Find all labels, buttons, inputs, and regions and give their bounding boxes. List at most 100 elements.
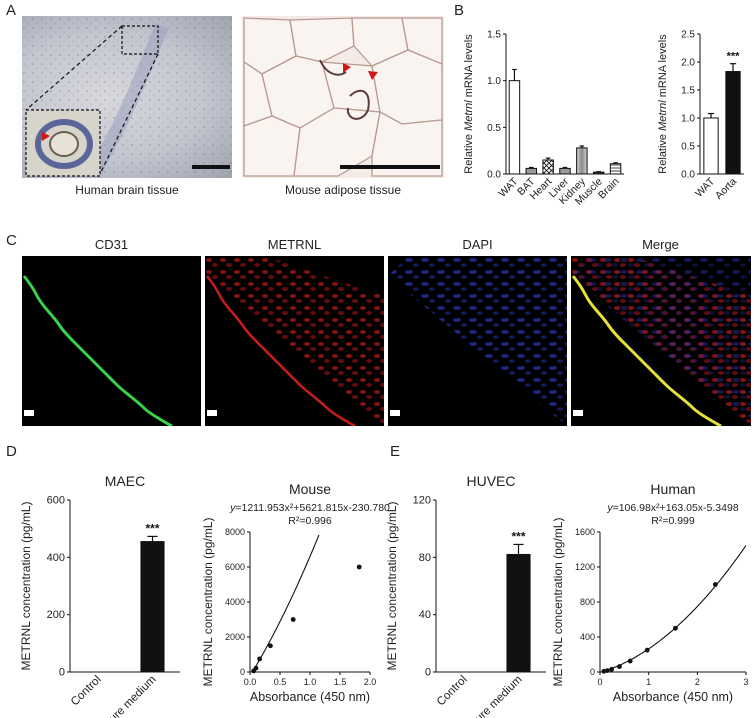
image-cd31 [22, 256, 201, 426]
fit-equation: y=1211.953x²+5621.815x-230.780 [229, 502, 390, 514]
y-axis-label: METRNL concentration (pg/mL) [385, 502, 399, 671]
bar [703, 117, 719, 175]
r-squared: R²=0.996 [288, 515, 332, 527]
y-tick-label: 1.0 [487, 76, 501, 87]
data-point [253, 665, 259, 671]
adipose-texture [243, 17, 443, 177]
human-brain-micrograph [22, 16, 232, 178]
bar [576, 147, 588, 175]
data-point [627, 658, 633, 664]
category-label: WAT [693, 175, 718, 200]
bar [525, 167, 538, 175]
chart-e-curve: 0 400 800 1200 1600 0 1 2 3 Human y=106.98x²+163.0… [551, 481, 749, 704]
data-point [257, 656, 262, 662]
image-merge [571, 256, 751, 426]
fit-curve [252, 534, 320, 672]
x-tick-label: 2.0 [364, 677, 377, 687]
label-metrnl: METRNL [267, 237, 322, 252]
panel-letter-c: C [6, 232, 17, 249]
chart-b-right: 0.0 0.5 1.0 1.5 2.0 2.5 WAT *** Aorta Relative Me… [657, 30, 744, 202]
y-tick-label: 40 [419, 609, 431, 621]
y-tick-label: 8000 [225, 527, 245, 537]
label-merge: Merge [642, 237, 679, 252]
brain-texture [22, 16, 232, 178]
y-tick-label: 1200 [575, 562, 595, 572]
y-tick-label: 400 [580, 632, 595, 642]
x-tick-label: 0.5 [274, 677, 287, 687]
x-tick-label: 1.0 [304, 677, 317, 687]
bar [592, 171, 605, 175]
y-axis-label: METRNL concentration (pg/mL) [551, 518, 565, 687]
y-tick-label: 1.5 [681, 86, 695, 97]
x-tick-label: 0.0 [244, 677, 257, 687]
bar [506, 553, 531, 673]
image-dapi [388, 256, 567, 426]
y-tick-label: 6000 [225, 562, 245, 572]
y-tick-label: 80 [419, 552, 431, 564]
y-tick-label: 1.0 [681, 114, 695, 125]
chart-d-curve: 0 2000 4000 6000 8000 0.0 0.5 1.0 1.5 2.0 Mouse y=1… [201, 481, 390, 704]
y-tick-label: 0 [59, 667, 65, 679]
bar [559, 167, 571, 175]
fit-equation: y=106.98x²+163.05x-5.3498 [606, 502, 739, 514]
y-tick-label: 600 [47, 495, 65, 507]
category-label: Culture medium [93, 674, 159, 718]
y-axis-label: METRNL concentration (pg/mL) [201, 518, 215, 687]
bar [725, 71, 741, 175]
y-tick-label: 0 [590, 667, 595, 677]
category-label: Control [69, 674, 104, 709]
chart-title: Human [650, 481, 695, 497]
y-tick-label: 2.0 [681, 58, 695, 69]
y-tick-label: 800 [580, 597, 595, 607]
chart-d-bar: 0 200 400 600 Control *** Culture medium METRNL… [19, 473, 180, 718]
image-metrnl [205, 256, 384, 426]
y-tick-label: 0.0 [487, 170, 501, 181]
y-axis-label: Relative Metrnl mRNA levels [657, 34, 669, 174]
data-point [604, 668, 610, 673]
label-dapi: DAPI [462, 237, 493, 252]
chart-title: MAEC [105, 473, 145, 489]
significance-label: *** [145, 521, 159, 535]
y-tick-label: 120 [413, 495, 431, 507]
mouse-adipose-micrograph [242, 16, 444, 178]
data-point [644, 647, 650, 653]
data-point [609, 666, 615, 672]
panel-letter-a: A [6, 2, 17, 19]
y-axis-label: METRNL concentration (pg/mL) [19, 502, 33, 671]
bar [508, 80, 521, 175]
y-tick-label: 1.5 [487, 30, 501, 41]
y-tick-label: 0.5 [681, 142, 695, 153]
chart-title: HUVEC [466, 473, 515, 489]
chart-title: Mouse [289, 481, 331, 497]
x-tick-label: 2 [695, 677, 700, 687]
fluorescence-row [22, 256, 751, 426]
y-tick-label: 0.5 [487, 123, 501, 134]
data-point [356, 564, 362, 570]
r-squared: R²=0.999 [651, 515, 695, 527]
x-axis-label: Absorbance (450 nm) [250, 690, 370, 704]
significance-label: *** [727, 51, 741, 63]
data-point [673, 625, 678, 631]
panel-letter-b: B [454, 2, 465, 19]
y-tick-label: 2.5 [681, 30, 695, 41]
x-tick-label: 3 [743, 677, 748, 687]
data-point [268, 643, 273, 649]
y-tick-label: 0 [425, 667, 431, 679]
fit-curve [601, 545, 747, 673]
category-label: Aorta [713, 176, 739, 202]
y-tick-label: 1600 [575, 527, 595, 537]
data-point [290, 617, 296, 622]
y-tick-label: 2000 [225, 632, 245, 642]
panel-b-charts: 0.00.51.01.5WATBATHeartLiverKidneyMuscle… [463, 30, 744, 208]
label-cd31: CD31 [94, 237, 129, 252]
panel-letter-e: E [390, 443, 401, 460]
bar [140, 541, 165, 673]
panels-de-charts: 0 2 0 0 400 600 Control *** Culture medium METRNL… [19, 473, 749, 718]
bar [542, 159, 554, 175]
bar [609, 163, 622, 175]
category-label: Control [435, 674, 470, 709]
x-tick-label: 1.5 [334, 677, 347, 687]
category-label: Culture medium [459, 674, 525, 718]
chart-b-left: 0.00.51.01.5WATBATHeartLiverKidneyMuscle… [463, 30, 624, 208]
x-tick-label: 1 [646, 677, 651, 687]
